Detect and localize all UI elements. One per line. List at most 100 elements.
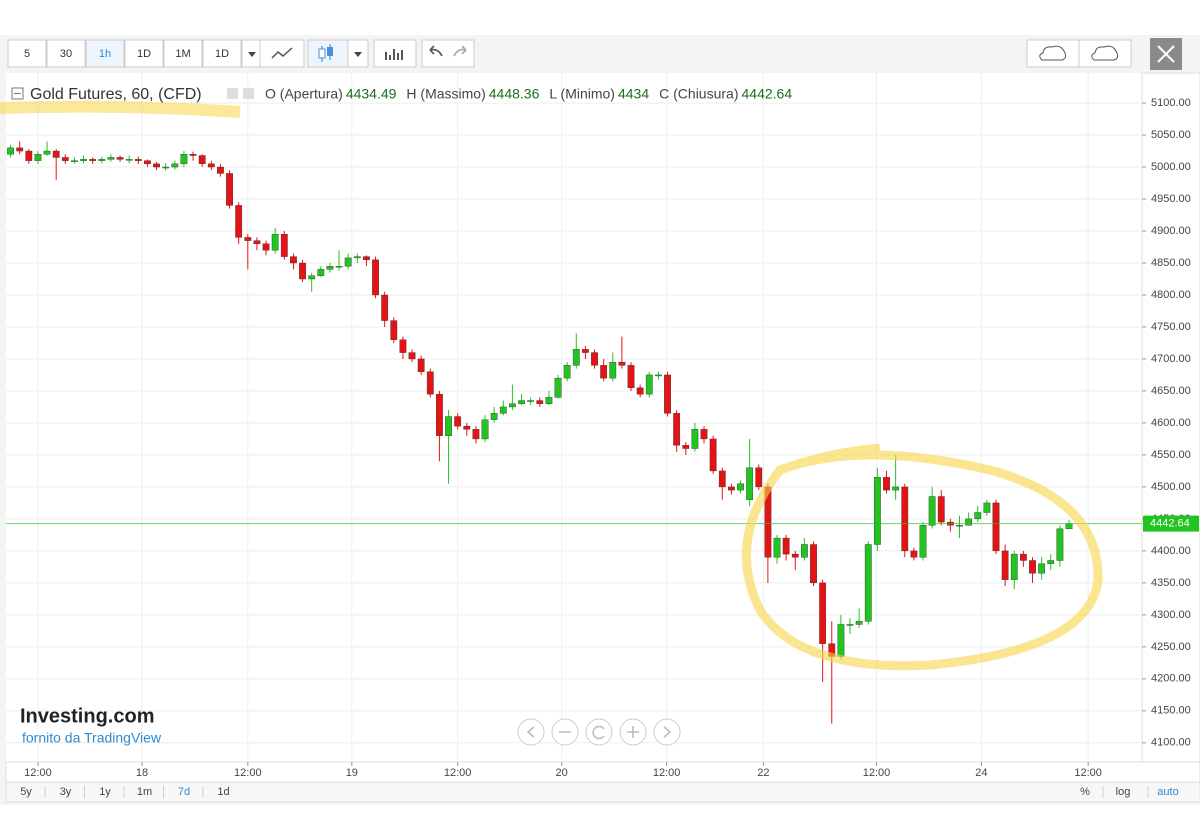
interval-button[interactable] [163, 39, 203, 68]
candle-body [499, 406, 507, 414]
scale-button[interactable]: auto [1157, 786, 1178, 798]
icon [271, 47, 293, 59]
candle-body [180, 154, 188, 165]
candle-body [572, 349, 580, 366]
bottom-bar [5, 781, 1200, 803]
candle-body [873, 477, 881, 545]
x-tick-label: 12:00 [653, 767, 681, 779]
candle-body [846, 624, 854, 626]
candle-body [381, 294, 389, 321]
undo-redo[interactable] [421, 39, 475, 68]
interval-button[interactable] [124, 39, 164, 68]
y-tick-label: 4650.00 [1151, 385, 1191, 397]
candle-body [80, 159, 87, 161]
candle-body [417, 358, 425, 372]
settings-icon[interactable] [227, 88, 238, 99]
interval-button[interactable] [46, 39, 86, 68]
candle-body [1056, 528, 1064, 561]
candle-body [262, 243, 270, 251]
upload-button[interactable] [1078, 39, 1132, 68]
candle-body [408, 352, 416, 360]
interval-button[interactable] [7, 39, 47, 68]
candle-body [271, 234, 279, 251]
interval-label: 1h [99, 48, 111, 60]
range-button[interactable]: 5y [20, 786, 32, 798]
candle-body [1038, 563, 1046, 574]
icon [453, 45, 467, 57]
candle-body [956, 525, 963, 527]
candle-body [718, 470, 726, 488]
candle-body [1047, 560, 1055, 564]
scale-button[interactable]: % [1080, 786, 1090, 798]
x-tick-label: 12:00 [1074, 767, 1102, 779]
download-button[interactable] [1026, 39, 1080, 68]
candle-body [636, 387, 644, 395]
candle-body [737, 483, 744, 491]
reset[interactable] [585, 718, 613, 746]
candle-body [445, 416, 452, 436]
candle-body [937, 496, 945, 523]
chart-title: Gold Futures, 60, (CFD) [30, 86, 202, 103]
y-tick-label: 4550.00 [1151, 449, 1191, 461]
x-tick-label: 18 [136, 767, 148, 779]
candle-body [89, 159, 97, 161]
icon [1157, 45, 1175, 63]
candle-body [280, 234, 288, 257]
interval-button[interactable] [85, 39, 125, 68]
collapse-icon[interactable] [11, 87, 24, 100]
y-tick-label: 4200.00 [1151, 673, 1191, 685]
candle-body [363, 256, 370, 261]
y-tick-label: 4800.00 [1151, 289, 1191, 301]
candle-body [682, 445, 690, 449]
candle-body [901, 486, 909, 552]
line-chart-button[interactable] [259, 39, 305, 68]
candle-body [883, 477, 890, 491]
candle-body [98, 159, 106, 161]
x-tick-label: 19 [346, 767, 358, 779]
y-tick-label: 4700.00 [1151, 353, 1191, 365]
candle-body [134, 159, 142, 161]
range-button[interactable]: 1y [99, 786, 111, 798]
candle-body [52, 150, 60, 158]
candle-body [162, 166, 170, 169]
grid: 4100.00 4150.00 4200.00 4250.00 4300.00 4350.… [6, 73, 1191, 779]
x-tick-label: 24 [975, 767, 987, 779]
candle-body [153, 163, 160, 168]
candle-body [700, 429, 708, 440]
range-button[interactable]: 1m [137, 786, 152, 798]
icon [526, 725, 672, 740]
candle-body [773, 537, 781, 558]
range-button[interactable]: 3y [60, 786, 72, 798]
candle-body [782, 537, 790, 555]
candles: 4442.64 [6, 141, 1199, 724]
candle-body [171, 163, 179, 168]
candle-body [1010, 553, 1018, 580]
scale-button[interactable]: log [1116, 786, 1131, 798]
candle-body [728, 486, 735, 491]
range-button[interactable]: 1d [217, 786, 229, 798]
candle-body [1029, 560, 1036, 574]
candle-body [463, 425, 471, 430]
y-tick-label: 4250.00 [1151, 641, 1191, 653]
scroll-left[interactable] [517, 718, 545, 746]
candle-body [645, 374, 653, 395]
scroll-right[interactable] [653, 718, 681, 746]
candle-body [61, 157, 69, 161]
interval-label: 1M [175, 48, 190, 60]
ohlc-label: O (Apertura) [265, 86, 343, 102]
candle-body [746, 467, 754, 500]
y-tick-label: 4350.00 [1151, 577, 1191, 589]
candle-body [344, 257, 352, 267]
candle-body [372, 259, 379, 296]
interval-button[interactable] [202, 39, 242, 68]
candle-body [436, 393, 443, 436]
settings-icon[interactable] [243, 88, 254, 99]
ohlc-value: 4442.64 [742, 86, 793, 102]
y-tick-label: 4100.00 [1151, 737, 1191, 749]
interval-label: 1D [215, 48, 229, 60]
candle-body [810, 544, 817, 584]
candle-body [189, 154, 197, 156]
range-button[interactable]: 7d [178, 786, 190, 798]
candle-body [509, 403, 516, 408]
